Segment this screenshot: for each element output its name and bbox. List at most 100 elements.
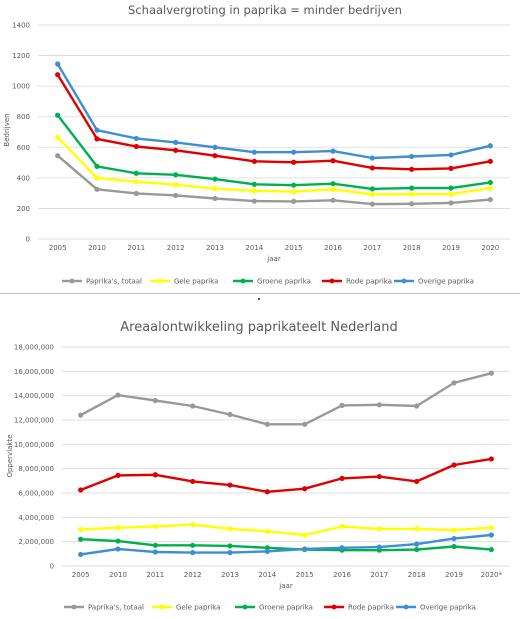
data-point-rode-paprika bbox=[330, 158, 336, 164]
chart-title: Schaalvergroting in paprika = minder bed… bbox=[128, 3, 402, 17]
data-point-gele-paprika bbox=[376, 526, 382, 532]
legend-marker-paprika-s-totaal bbox=[69, 278, 75, 284]
data-point-gele-paprika bbox=[339, 523, 345, 530]
data-point-rode-paprika bbox=[487, 158, 493, 164]
data-point-paprika-s-totaal bbox=[451, 380, 457, 386]
data-point-groene-paprika bbox=[264, 545, 270, 551]
legend-marker-gele-paprika bbox=[159, 604, 165, 610]
data-point-overige-paprika bbox=[330, 148, 336, 154]
legend-marker-gele-paprika bbox=[157, 278, 163, 284]
data-point-paprika-s-totaal bbox=[55, 153, 61, 159]
y-tick-label: 6,000,000 bbox=[18, 490, 54, 498]
data-point-overige-paprika bbox=[409, 153, 415, 160]
data-point-overige-paprika bbox=[487, 143, 493, 149]
data-point-rode-paprika bbox=[264, 489, 270, 495]
data-point-paprika-s-totaal bbox=[251, 198, 257, 204]
x-axis-title: jaar bbox=[278, 582, 293, 590]
legend-marker-groene-paprika bbox=[240, 278, 246, 284]
data-point-groene-paprika bbox=[488, 546, 494, 553]
data-point-paprika-s-totaal bbox=[409, 201, 415, 207]
y-axis-title: Oppervlakte bbox=[6, 434, 14, 477]
y-tick-label: 800 bbox=[17, 113, 30, 121]
data-point-paprika-s-totaal bbox=[115, 392, 121, 398]
series-line-rode-paprika bbox=[80, 457, 492, 494]
data-point-overige-paprika bbox=[369, 155, 375, 161]
series-line-overige-paprika bbox=[80, 533, 492, 556]
data-point-gele-paprika bbox=[190, 522, 196, 528]
data-point-gele-paprika bbox=[152, 523, 158, 530]
data-point-rode-paprika bbox=[376, 473, 382, 480]
x-tick-label: 2005 bbox=[49, 244, 67, 252]
legend-label-overige-paprika: Overige paprika bbox=[420, 604, 476, 612]
x-tick-label: 2017 bbox=[363, 244, 381, 252]
data-point-groene-paprika bbox=[451, 543, 457, 550]
y-tick-label: 10,000,000 bbox=[14, 441, 54, 449]
data-point-groene-paprika bbox=[251, 181, 257, 187]
series-line-groene-paprika bbox=[80, 538, 492, 552]
data-point-groene-paprika bbox=[152, 542, 158, 548]
data-point-gele-paprika bbox=[264, 528, 270, 534]
x-tick-label: 2014 bbox=[245, 244, 263, 252]
data-point-overige-paprika bbox=[251, 149, 257, 155]
y-tick-label: 1200 bbox=[12, 52, 30, 60]
data-point-gele-paprika bbox=[55, 134, 61, 140]
chart-bedrijven: Schaalvergroting in paprika = minder bed… bbox=[3, 3, 510, 286]
legend-marker-rode-paprika bbox=[329, 278, 335, 284]
data-point-rode-paprika bbox=[302, 486, 308, 492]
data-point-gele-paprika bbox=[251, 188, 257, 194]
data-point-groene-paprika bbox=[448, 185, 454, 191]
data-point-overige-paprika bbox=[78, 551, 84, 558]
x-tick-label: 2020* bbox=[481, 571, 503, 579]
data-point-rode-paprika bbox=[339, 475, 345, 481]
data-point-groene-paprika bbox=[133, 170, 139, 176]
x-tick-label: 2010 bbox=[88, 244, 106, 252]
data-point-rode-paprika bbox=[115, 472, 121, 478]
y-tick-label: 14,000,000 bbox=[14, 392, 54, 400]
legend-marker-groene-paprika bbox=[242, 604, 248, 610]
legend-marker-paprika-s-totaal bbox=[71, 604, 77, 610]
data-point-gele-paprika bbox=[330, 186, 336, 192]
legend-label-rode-paprika: Rode paprika bbox=[346, 278, 392, 286]
data-point-overige-paprika bbox=[291, 149, 297, 155]
legend-label-gele-paprika: Gele paprika bbox=[176, 604, 220, 612]
data-point-overige-paprika bbox=[264, 548, 270, 554]
data-point-groene-paprika bbox=[94, 163, 100, 169]
data-point-paprika-s-totaal bbox=[190, 403, 196, 409]
data-point-groene-paprika bbox=[369, 186, 375, 192]
data-point-rode-paprika bbox=[173, 147, 179, 153]
data-point-rode-paprika bbox=[409, 166, 415, 172]
data-point-overige-paprika bbox=[302, 546, 308, 552]
y-tick-label: 18,000,000 bbox=[14, 344, 54, 352]
data-point-overige-paprika bbox=[414, 541, 420, 547]
data-point-gele-paprika bbox=[369, 191, 375, 197]
x-tick-label: 2010 bbox=[109, 571, 127, 579]
data-point-rode-paprika bbox=[251, 158, 257, 164]
data-point-overige-paprika bbox=[152, 549, 158, 555]
data-point-overige-paprika bbox=[94, 127, 100, 133]
data-point-rode-paprika bbox=[190, 478, 196, 485]
series-line-paprika-s-totaal bbox=[56, 154, 491, 206]
data-point-paprika-s-totaal bbox=[376, 402, 382, 408]
x-tick-label: 2013 bbox=[221, 571, 239, 579]
legend-label-rode-paprika: Rode paprika bbox=[348, 604, 394, 612]
data-point-gele-paprika bbox=[115, 525, 121, 531]
chart-divider bbox=[0, 293, 520, 294]
legend-label-overige-paprika: Overige paprika bbox=[418, 278, 474, 286]
data-point-paprika-s-totaal bbox=[448, 200, 454, 206]
data-point-gele-paprika bbox=[227, 526, 233, 532]
data-point-gele-paprika bbox=[173, 182, 179, 188]
data-point-paprika-s-totaal bbox=[212, 195, 218, 202]
y-tick-label: 12,000,000 bbox=[14, 417, 54, 425]
data-point-paprika-s-totaal bbox=[152, 397, 158, 404]
data-point-paprika-s-totaal bbox=[302, 421, 308, 427]
y-axis-title: Bedrijven bbox=[3, 113, 11, 146]
x-tick-label: 2018 bbox=[403, 244, 421, 252]
y-tick-label: 2,000,000 bbox=[18, 538, 54, 546]
data-point-overige-paprika bbox=[133, 135, 139, 142]
x-tick-label: 2015 bbox=[285, 244, 303, 252]
x-tick-label: 2019 bbox=[445, 571, 463, 579]
series-line-overige-paprika bbox=[56, 63, 491, 160]
data-point-paprika-s-totaal bbox=[94, 186, 100, 192]
x-tick-label: 2012 bbox=[167, 244, 185, 252]
data-point-rode-paprika bbox=[94, 136, 100, 142]
